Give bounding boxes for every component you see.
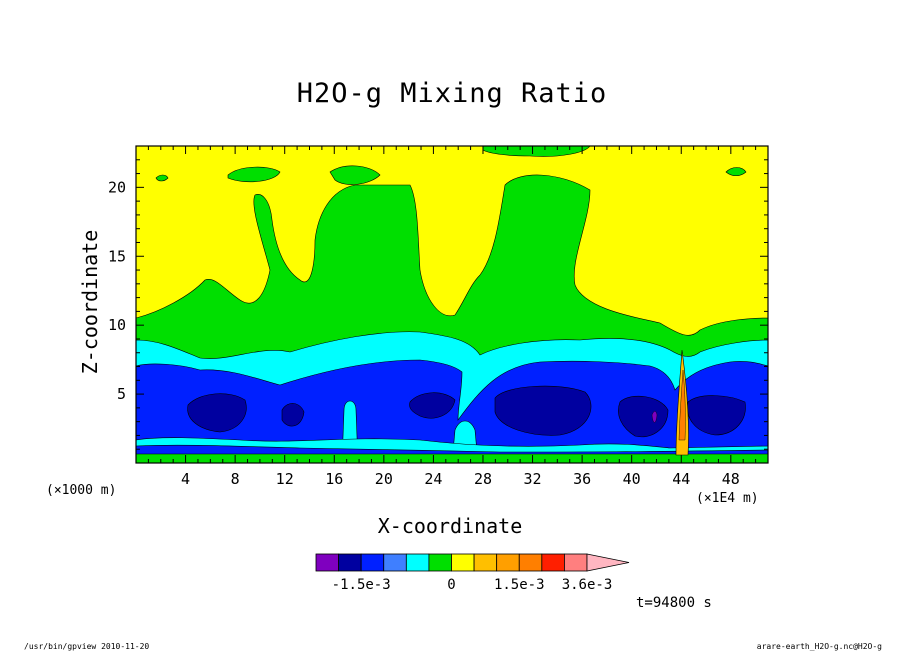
x-axis: 4 8 12 16 20 24 28 32 36 40 44 48 xyxy=(147,146,757,488)
updraft-core xyxy=(678,369,686,441)
x-tick-label: 16 xyxy=(325,470,343,488)
y-tick-label: 15 xyxy=(108,247,126,265)
y-tick-label: 20 xyxy=(108,178,126,196)
footer-program: /usr/bin/gpview 2010-11-20 xyxy=(24,642,150,651)
x-tick-label: 48 xyxy=(722,470,740,488)
colorbar-tick-label: 3.6e-3 xyxy=(562,577,613,593)
green-top-cloud xyxy=(725,167,747,177)
colorbar-tick-label: 0 xyxy=(447,577,455,593)
x-tick-label: 20 xyxy=(375,470,393,488)
colorbar-swatch xyxy=(383,553,407,572)
colorbar-tick-label: -1.5e-3 xyxy=(332,577,391,593)
y-axis: 5 10 15 20 xyxy=(108,159,768,450)
plot-frame xyxy=(135,145,769,464)
y-tick-label: 5 xyxy=(117,385,126,403)
colorbar-swatch xyxy=(473,553,498,572)
x-tick-label: 4 xyxy=(181,470,190,488)
colorbar-tick-label: 1.5e-3 xyxy=(494,577,545,593)
level-darkblue-core xyxy=(187,393,247,433)
time-label: t=94800 s xyxy=(636,595,712,611)
colorbar-swatch xyxy=(496,553,520,572)
x-unit-right: (×1E4 m) xyxy=(696,491,759,506)
level-darkblue-core xyxy=(687,395,746,436)
x-tick-label: 32 xyxy=(524,470,542,488)
colorbar-swatch xyxy=(541,553,565,572)
level-darkblue-core xyxy=(409,392,456,419)
x-tick-label: 44 xyxy=(672,470,690,488)
x-tick-label: 8 xyxy=(231,470,240,488)
level-darkblue-core xyxy=(281,403,305,427)
x-tick-label: 12 xyxy=(276,470,294,488)
x-unit-left: (×1000 m) xyxy=(46,483,117,498)
x-tick-label: 24 xyxy=(424,470,442,488)
colorbar-swatch xyxy=(315,553,339,572)
colorbar-swatch xyxy=(564,553,588,572)
colorbar: -1.5e-3 0 1.5e-3 3.6e-3 xyxy=(315,553,630,593)
colorbar-swatch xyxy=(428,553,452,572)
x-axis-label: X-coordinate xyxy=(377,514,523,538)
green-top-cloud xyxy=(227,166,281,183)
green-top-cloud xyxy=(482,146,591,157)
green-top-cloud xyxy=(155,174,169,182)
y-tick-label: 10 xyxy=(108,316,126,334)
y-axis-label: Z-coordinate xyxy=(78,229,102,375)
x-tick-label: 40 xyxy=(623,470,641,488)
colorbar-arrow xyxy=(586,553,630,572)
colorbar-swatch xyxy=(405,553,430,572)
x-tick-label: 28 xyxy=(474,470,492,488)
colorbar-swatch xyxy=(451,553,475,572)
contour-fills xyxy=(136,146,768,463)
x-tick-label: 36 xyxy=(573,470,591,488)
level-blue-region xyxy=(136,359,768,463)
level-darkblue-core xyxy=(618,395,669,438)
chart-title: H2O-g Mixing Ratio xyxy=(296,78,608,109)
level-darkblue-core xyxy=(494,385,592,436)
green-top-cloud xyxy=(329,165,381,185)
footer-source: arare-earth_H2O-g.nc@H2O-g xyxy=(756,642,882,651)
colorbar-swatch xyxy=(518,553,543,572)
updraft-dip xyxy=(651,411,658,423)
surface-green-band xyxy=(136,453,768,463)
colorbar-swatch xyxy=(360,553,385,572)
colorbar-swatch xyxy=(338,553,362,572)
